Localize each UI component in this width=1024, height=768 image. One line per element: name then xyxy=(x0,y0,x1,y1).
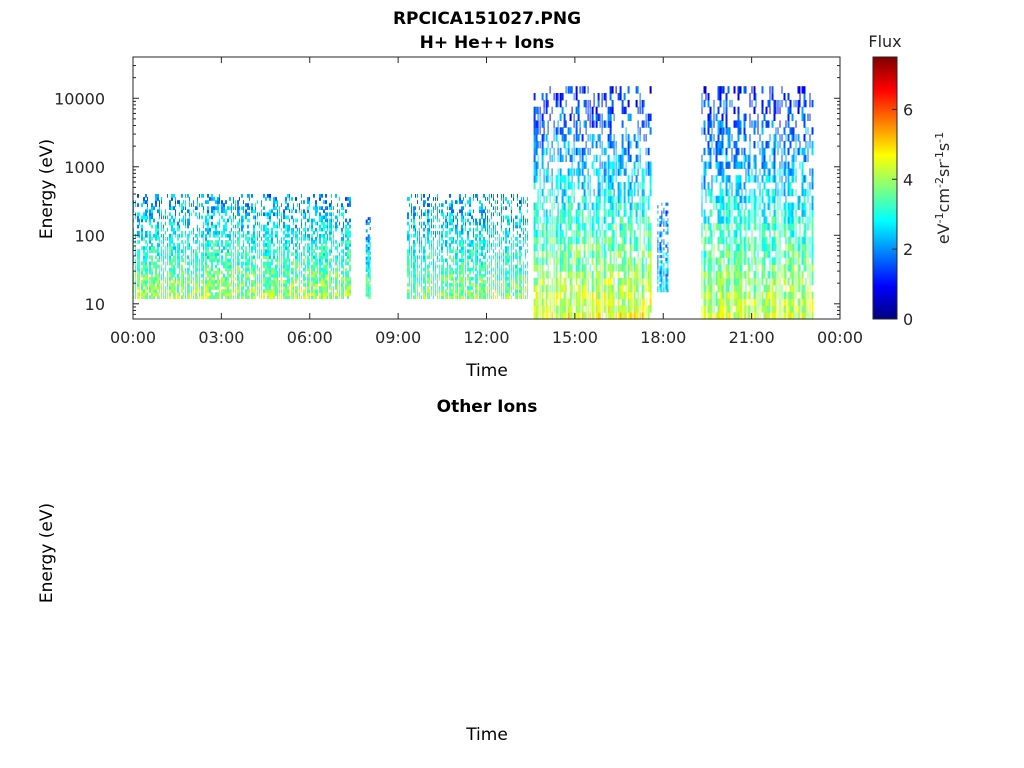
x-tick-label: 18:00 xyxy=(640,328,686,347)
figure-title: RPCICA151027.PNG xyxy=(393,9,581,29)
y-axis-label: Energy (eV) xyxy=(37,503,57,603)
unit-base: s xyxy=(934,143,953,151)
unit-exponent: -1 xyxy=(933,132,946,143)
y-tick-label: 10 xyxy=(85,295,105,314)
y-tick-label: 100 xyxy=(74,226,105,245)
x-axis-label: Time xyxy=(465,725,508,745)
segment xyxy=(701,86,814,320)
panel-other-ions: Other Ions Time Energy (eV) xyxy=(37,397,537,745)
x-tick-label: 00:00 xyxy=(817,328,863,347)
segment xyxy=(533,86,652,320)
panel-title: Other Ions xyxy=(437,397,538,417)
colorbar-tick-label: 2 xyxy=(903,240,913,259)
segment xyxy=(407,194,528,299)
colorbar-tick-label: 6 xyxy=(903,100,913,119)
x-tick-label: 15:00 xyxy=(552,328,598,347)
colorbar-tick-label: 0 xyxy=(903,310,913,329)
x-tick-label: 06:00 xyxy=(287,328,333,347)
segment xyxy=(365,217,371,299)
x-tick-label: 09:00 xyxy=(375,328,421,347)
colorbar-gradient xyxy=(872,56,898,320)
unit-exponent: -1 xyxy=(933,212,946,223)
unit-base: sr xyxy=(934,162,953,177)
segment xyxy=(133,194,351,299)
panel-h-he-ions: H+ He++ Ions 00:00 03:00 06:00 09:00 12:00 15… xyxy=(37,32,953,381)
spectrogram-area xyxy=(133,86,814,320)
unit-base: cm xyxy=(934,188,953,212)
x-tick-label: 21:00 xyxy=(729,328,775,347)
colorbar-unit-label: eV-1cm-2sr-1s-1 xyxy=(933,132,954,244)
colorbar-title: Flux xyxy=(868,32,901,51)
panel-title: H+ He++ Ions xyxy=(420,33,555,53)
x-tick-label: 03:00 xyxy=(198,328,244,347)
segment xyxy=(657,202,669,293)
unit-exponent: -1 xyxy=(933,151,946,162)
unit-base: eV xyxy=(934,223,953,244)
y-tick-label: 1000 xyxy=(64,158,105,177)
colorbar-tick-label: 4 xyxy=(903,170,913,189)
x-axis-label: Time xyxy=(465,361,508,381)
x-tick-label: 00:00 xyxy=(110,328,156,347)
y-tick-label: 10000 xyxy=(54,89,105,108)
axes: 00:00 03:00 06:00 09:00 12:00 15:00 18:00 21:00… xyxy=(54,56,863,347)
unit-exponent: -2 xyxy=(933,177,946,188)
x-tick-label: 12:00 xyxy=(463,328,509,347)
y-axis-label: Energy (eV) xyxy=(37,139,57,239)
